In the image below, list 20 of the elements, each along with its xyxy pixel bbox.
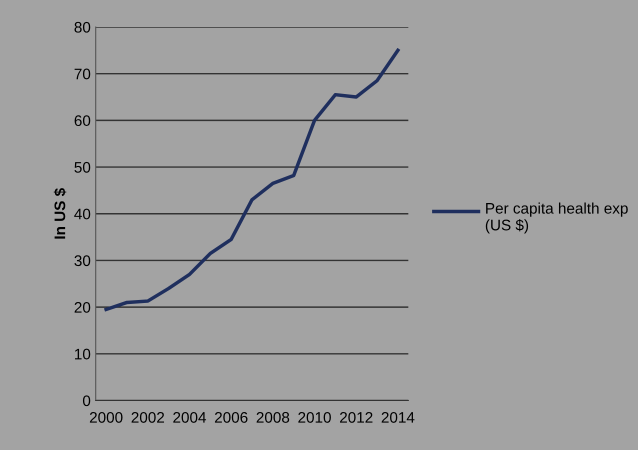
x-tick-label: 2010: [298, 412, 331, 423]
x-tick-label: 2006: [214, 412, 248, 423]
y-tick-label: 80: [74, 22, 90, 33]
x-tick-label: 2014: [382, 412, 414, 423]
y-tick-label: 70: [74, 68, 90, 80]
line-series: [104, 48, 400, 312]
y-tick-label: 30: [74, 255, 90, 266]
y-tick-label: 20: [74, 302, 90, 313]
x-tick-label: 2008: [256, 412, 290, 423]
x-tick-label: 2000: [90, 412, 123, 423]
y-axis-title: In US $: [54, 188, 66, 239]
x-tick-label: 2002: [132, 412, 164, 423]
x-tick-label: 2012: [340, 412, 372, 423]
y-tick-label: 0: [82, 395, 90, 406]
legend-label: Per capita health exp (US $): [486, 202, 628, 234]
y-tick-label: 40: [74, 208, 90, 220]
y-tick-label: 50: [74, 162, 90, 173]
y-tick-label: 10: [75, 348, 90, 360]
y-tick-label: 60: [74, 115, 90, 126]
x-tick-label: 2004: [173, 412, 206, 423]
